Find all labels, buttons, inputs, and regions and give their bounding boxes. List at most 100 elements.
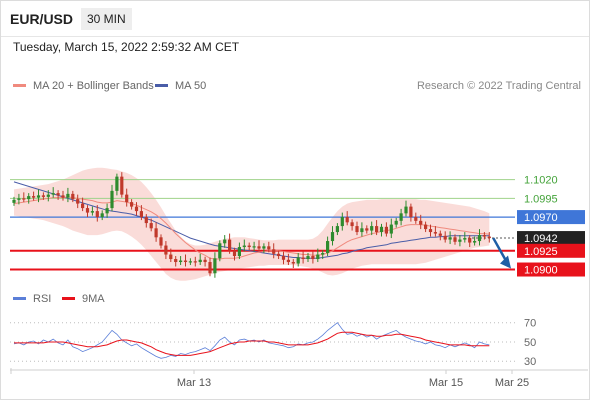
candle-body (174, 259, 178, 263)
projection-arrow-shaft (492, 237, 509, 264)
candle-body (208, 262, 212, 274)
candle-body (370, 226, 374, 231)
candle-body (384, 226, 388, 234)
rsi-legend-label: RSI (33, 293, 51, 305)
candle-body (125, 194, 129, 203)
timeframe-badge[interactable]: 30 MIN (81, 8, 132, 30)
level-label: 1.1020 (524, 175, 558, 187)
candle-body (61, 195, 65, 198)
candle-body (443, 235, 447, 240)
candle-body (311, 256, 315, 260)
candle-body (414, 217, 418, 221)
candle-body (76, 199, 80, 204)
rsi-ma-legend-label: 9MA (82, 293, 105, 305)
ma50-legend-swatch (155, 84, 168, 87)
ma20-legend-swatch (13, 84, 26, 87)
rsi-tick-label: 70 (524, 318, 536, 330)
chart-date: Tuesday, March 15, 2022 2:59:32 AM CET (13, 40, 240, 54)
candle-body (193, 261, 197, 263)
candle-body (330, 232, 335, 242)
x-tick-label: Mar 13 (177, 377, 211, 389)
candle-body (22, 198, 26, 200)
candle-body (301, 257, 305, 260)
candle-body (169, 254, 173, 260)
level-label-box (517, 243, 585, 258)
candle-body (433, 232, 437, 234)
candle-body (85, 208, 90, 213)
candle-body (198, 259, 202, 263)
candle-body (17, 198, 21, 200)
candle-body (477, 235, 482, 242)
candle-body (110, 190, 114, 209)
candle-body (159, 237, 163, 246)
candle-body (218, 243, 222, 259)
projection-arrow-head (500, 255, 511, 269)
candle-body (130, 202, 134, 207)
candle-body (242, 245, 246, 248)
level-label-box (517, 231, 585, 246)
ma50-line (13, 181, 490, 259)
ma50-legend-label: MA 50 (175, 80, 206, 92)
candle-body (468, 238, 472, 243)
candle-body (36, 195, 41, 198)
rsi-ma-line (14, 331, 490, 356)
rsi-tick-label: 30 (524, 356, 536, 368)
candle-body (120, 176, 124, 195)
rsi-legend-swatch (13, 297, 26, 300)
candle-body (144, 217, 148, 224)
candle-body (213, 258, 217, 274)
candle-body (183, 260, 188, 263)
candle-body (355, 226, 359, 233)
level-label: 1.0925 (524, 246, 558, 258)
ma20-legend-label: MA 20 + Bollinger Bands (33, 80, 154, 92)
candle-body (419, 220, 423, 225)
candle-body (394, 220, 398, 225)
candle-body (41, 195, 45, 197)
candle-body (409, 206, 413, 218)
candle-body (463, 238, 467, 240)
candle-body (286, 259, 290, 263)
candle-body (203, 259, 207, 263)
level-label: 1.0900 (524, 265, 558, 277)
candle-body (340, 217, 344, 227)
candle-body (66, 193, 70, 198)
ma20-line (13, 196, 490, 260)
candle-body (179, 260, 183, 263)
rsi-ma-legend-swatch (62, 297, 75, 300)
candle-body (81, 203, 85, 209)
rsi-tick-label: 50 (524, 337, 536, 349)
candle-body (134, 206, 139, 212)
candle-body (90, 211, 94, 213)
candle-body (448, 237, 452, 240)
candle-body (335, 226, 339, 233)
candle-body (115, 176, 119, 191)
candle-body (291, 262, 295, 264)
candle-body (306, 256, 310, 260)
candle-body (262, 246, 266, 249)
copyright-watermark: Research © 2022 Trading Central (417, 80, 581, 92)
candle-body (379, 226, 384, 233)
candle-body (399, 213, 403, 221)
candle-body (326, 241, 330, 254)
header-divider (1, 36, 589, 37)
candle-body (453, 237, 457, 242)
candle-body (32, 196, 36, 198)
candle-body (188, 261, 192, 263)
candle-body (12, 199, 16, 203)
candle-body (95, 211, 99, 218)
candle-body (482, 235, 486, 237)
level-label: 1.0942 (524, 233, 558, 245)
candle-body (345, 217, 349, 223)
candle-body (360, 228, 364, 233)
candle-body (149, 223, 153, 229)
candle-body (281, 256, 286, 260)
candle-body (56, 193, 60, 196)
candle-body (277, 253, 281, 257)
candle-body (365, 228, 369, 231)
x-tick-label: Mar 25 (495, 377, 529, 389)
candle-body (232, 250, 237, 257)
x-tick-label: Mar 15 (429, 377, 463, 389)
candle-body (154, 228, 158, 238)
level-label-box (517, 262, 585, 277)
